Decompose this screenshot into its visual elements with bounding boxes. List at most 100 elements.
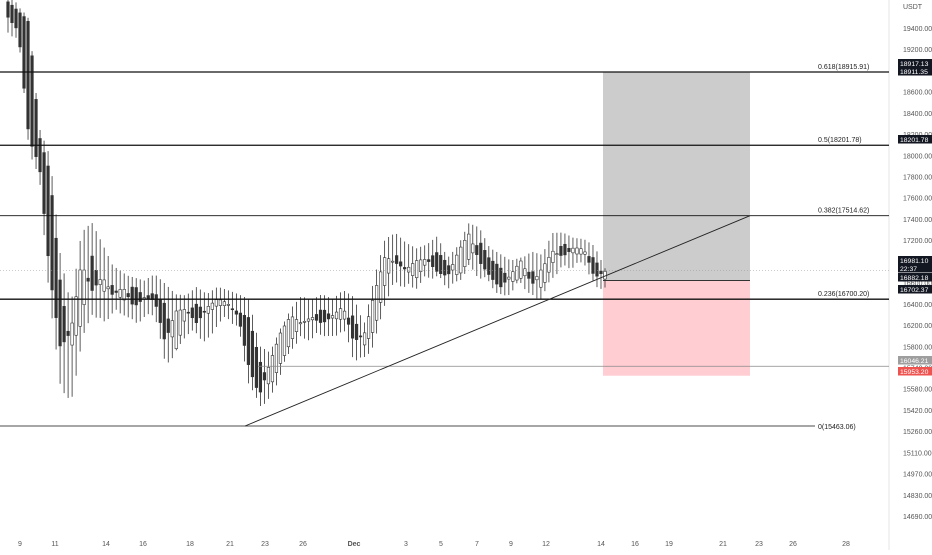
candle-body [122, 289, 126, 301]
candle-body [70, 322, 74, 346]
candle-body [415, 260, 419, 279]
candle-body [451, 264, 455, 271]
candle-body [547, 257, 551, 273]
price-badge [898, 264, 932, 273]
candle-body [214, 299, 218, 307]
candle-body [346, 317, 351, 325]
candle-body [282, 325, 287, 356]
candle-body [350, 315, 355, 339]
candle-body [591, 257, 595, 274]
price-badge [898, 59, 932, 68]
fib-level-label: 0(15463.06) [818, 424, 856, 431]
candle-body [559, 246, 563, 256]
fib-level-label: 0.5(18201.78) [818, 137, 862, 144]
candle-body [286, 319, 291, 348]
price-badge [898, 285, 932, 294]
candle-body [74, 296, 78, 336]
candle-body [26, 21, 30, 130]
candle-body [443, 259, 447, 276]
price-badge-label: 16702.37 [900, 287, 929, 294]
candle-body [306, 318, 311, 322]
candle-body [431, 255, 435, 268]
candle-body [246, 317, 251, 365]
candle-body [270, 355, 275, 383]
candle-body [34, 99, 38, 157]
candle-body [302, 321, 307, 323]
candle-body [495, 263, 499, 285]
price-badge-label: 15953.20 [900, 369, 929, 376]
candle-body [527, 271, 531, 279]
candle-body [146, 295, 150, 300]
x-tick-label: 11 [51, 541, 58, 548]
price-badge-label: 18917.13 [900, 61, 929, 68]
candle-body [98, 279, 102, 285]
price-badge [898, 273, 932, 282]
candle-body [439, 255, 443, 274]
candle-body [50, 195, 54, 291]
candle-body [314, 314, 319, 321]
candle-body [298, 322, 303, 325]
y-tick-label: 18600.00 [903, 90, 932, 97]
price-badge [898, 67, 932, 76]
x-tick-label: Dec [348, 541, 361, 548]
candle-body [455, 254, 459, 275]
candle-body [395, 255, 399, 264]
candle-body [102, 279, 106, 292]
candle-body [22, 16, 26, 89]
candle-body [274, 343, 279, 373]
candle-body [94, 270, 98, 286]
candle-body [250, 330, 255, 378]
candle-body [46, 165, 50, 257]
y-tick-label: 14970.00 [903, 472, 932, 479]
candle-body [411, 263, 415, 276]
candle-body [551, 250, 555, 263]
candle-body [310, 317, 315, 321]
candle-body [238, 312, 242, 327]
fib-level-label: 0.236(16700.20) [818, 291, 869, 298]
y-tick-label: 15420.00 [903, 408, 932, 415]
candle-body [367, 316, 371, 339]
candle-body [318, 309, 323, 323]
x-tick-label: 9 [18, 541, 22, 548]
candle-body [342, 310, 347, 320]
candle-body [126, 293, 130, 298]
y-tick-label: 16600.00 [903, 281, 932, 288]
y-tick-label: 18400.00 [903, 111, 932, 118]
candle-body [487, 257, 491, 275]
candle-body [375, 285, 379, 321]
candle-body [114, 290, 118, 293]
candle-body [142, 297, 146, 299]
x-tick-label: 26 [789, 541, 797, 548]
x-tick-label: 26 [299, 541, 307, 548]
price-badge-label: 18911.35 [900, 69, 928, 76]
x-tick-label: 19 [665, 541, 673, 548]
candle-body [178, 309, 182, 336]
x-tick-label: 28 [842, 541, 850, 548]
candle-body [531, 271, 535, 284]
candle-body [587, 256, 591, 263]
candle-body [519, 260, 523, 279]
candle-body [262, 372, 267, 381]
x-tick-label: 16 [631, 541, 639, 548]
price-badge-label: 18201.78 [900, 137, 929, 144]
candle-body [427, 259, 431, 262]
y-tick-label: 19400.00 [903, 26, 932, 33]
x-tick-label: 23 [261, 541, 269, 548]
candle-body [599, 270, 603, 274]
candle-body [242, 315, 246, 346]
candle-body [202, 310, 206, 313]
candle-body [170, 320, 174, 338]
candle-body [110, 285, 114, 295]
candle-body [78, 269, 82, 327]
candle-body [575, 247, 579, 255]
candle-body [322, 309, 327, 323]
candle-body [399, 261, 403, 267]
y-tick-label: 16200.00 [903, 323, 932, 330]
x-tick-label: 14 [102, 541, 110, 548]
price-badge [898, 356, 932, 365]
candle-body [459, 246, 463, 274]
candle-body [6, 1, 10, 18]
candle-body [467, 233, 471, 260]
